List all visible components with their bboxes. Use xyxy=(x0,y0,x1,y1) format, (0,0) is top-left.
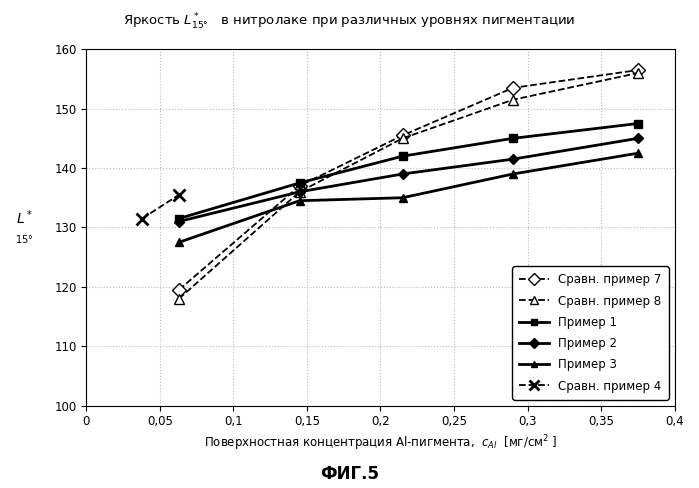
Legend: Сравн. пример 7, Сравн. пример 8, Пример 1, Пример 2, Пример 3, Сравн. пример 4: Сравн. пример 7, Сравн. пример 8, Пример… xyxy=(512,266,669,400)
X-axis label: Поверхностная концентрация Al-пигмента,  $c_{Al}$  [мг/см$^2$ ]: Поверхностная концентрация Al-пигмента, … xyxy=(203,434,557,453)
Text: ФИГ.5: ФИГ.5 xyxy=(320,465,379,483)
Text: Яркость $L^*_{15°}$   в нитролаке при различных уровнях пигментации: Яркость $L^*_{15°}$ в нитролаке при разл… xyxy=(123,12,576,32)
Y-axis label: $L^*$
$_{15°}$: $L^*$ $_{15°}$ xyxy=(15,209,34,246)
